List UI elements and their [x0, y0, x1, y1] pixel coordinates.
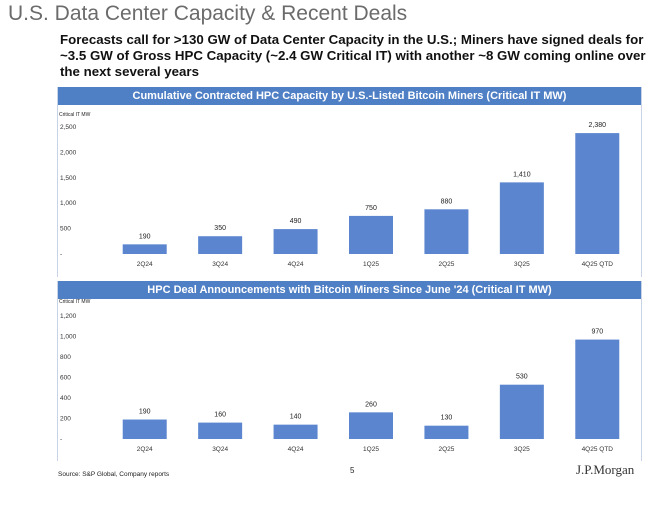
data-label: 190: [139, 233, 151, 240]
source-note: Source: S&P Global, Company reports: [58, 471, 170, 478]
bar: [273, 424, 318, 439]
y-tick-label: -: [60, 436, 62, 443]
chart-title-announcements: HPC Deal Announcements with Bitcoin Mine…: [58, 281, 641, 299]
y-tick-label: 400: [60, 395, 71, 402]
y-tick-label: 500: [60, 226, 71, 233]
data-label: 880: [441, 198, 453, 205]
y-tick-label: 1,500: [60, 175, 77, 182]
chart-cumulative: - 500 1,000 1,500 2,000 2,500 190 2Q24 350 3Q24 49…: [60, 122, 620, 268]
x-tick-label: 1Q25: [363, 446, 379, 453]
x-tick-label: 2Q24: [137, 446, 153, 453]
bar: [349, 215, 393, 254]
bar: [122, 419, 167, 439]
bar: [424, 209, 469, 254]
x-tick-label: 4Q24: [288, 446, 304, 453]
y-tick-label: 800: [60, 354, 71, 361]
x-tick-label: 4Q25 QTD: [582, 261, 614, 268]
data-label: 350: [214, 225, 226, 232]
y-axis-unit-label: Critical IT MW: [59, 299, 91, 305]
y-tick-label: -: [60, 251, 62, 258]
page-title: U.S. Data Center Capacity & Recent Deals: [8, 2, 408, 25]
chart-announcements: - 200 400 600 800 1,000 1,200 190 2Q24 160 3Q24 140…: [60, 313, 620, 453]
x-tick-label: 2Q24: [137, 261, 153, 268]
data-label: 130: [441, 415, 453, 422]
bar: [499, 182, 544, 254]
data-label: 140: [290, 414, 302, 421]
data-label: 970: [591, 329, 603, 336]
y-tick-label: 200: [60, 416, 71, 423]
page-number: 5: [350, 466, 355, 475]
x-tick-label: 4Q25 QTD: [582, 446, 614, 453]
data-label: 260: [365, 401, 377, 408]
data-label: 530: [516, 374, 528, 381]
x-tick-label: 3Q24: [212, 446, 228, 453]
y-axis-unit-label: Critical IT MW: [59, 112, 91, 118]
bar: [273, 229, 318, 254]
bar: [575, 133, 620, 254]
bar: [122, 244, 167, 254]
y-tick-label: 1,000: [60, 200, 77, 207]
data-label: 1,410: [513, 171, 531, 178]
data-label: 750: [365, 205, 377, 212]
bar: [349, 412, 393, 439]
x-tick-label: 1Q25: [363, 261, 379, 268]
x-tick-label: 2Q25: [438, 261, 454, 268]
page-subtitle: Forecasts call for >130 GW of Data Cente…: [60, 32, 646, 79]
x-tick-label: 2Q25: [438, 446, 454, 453]
x-tick-label: 3Q25: [514, 261, 530, 268]
x-tick-label: 3Q24: [212, 261, 228, 268]
y-tick-label: 1,200: [60, 313, 77, 320]
chart-panel-announcements: HPC Deal Announcements with Bitcoin Mine…: [57, 281, 642, 461]
x-tick-label: 4Q24: [288, 261, 304, 268]
bar: [499, 384, 544, 439]
data-label: 190: [139, 409, 151, 416]
y-tick-label: 1,000: [60, 334, 77, 341]
bar: [575, 339, 620, 439]
data-label: 160: [214, 412, 226, 419]
bar: [198, 422, 243, 439]
x-tick-label: 3Q25: [514, 446, 530, 453]
chart-title-cumulative: Cumulative Contracted HPC Capacity by U.…: [58, 87, 641, 105]
bar: [198, 236, 243, 254]
data-label: 2,380: [589, 122, 607, 129]
chart-panel-cumulative: Cumulative Contracted HPC Capacity by U.…: [57, 87, 642, 277]
jpmorgan-logo: J.P.Morgan: [576, 462, 635, 477]
y-tick-label: 2,500: [60, 124, 77, 131]
data-label: 490: [290, 218, 302, 225]
y-tick-label: 600: [60, 375, 71, 382]
y-tick-label: 2,000: [60, 149, 77, 156]
bar: [424, 425, 469, 439]
